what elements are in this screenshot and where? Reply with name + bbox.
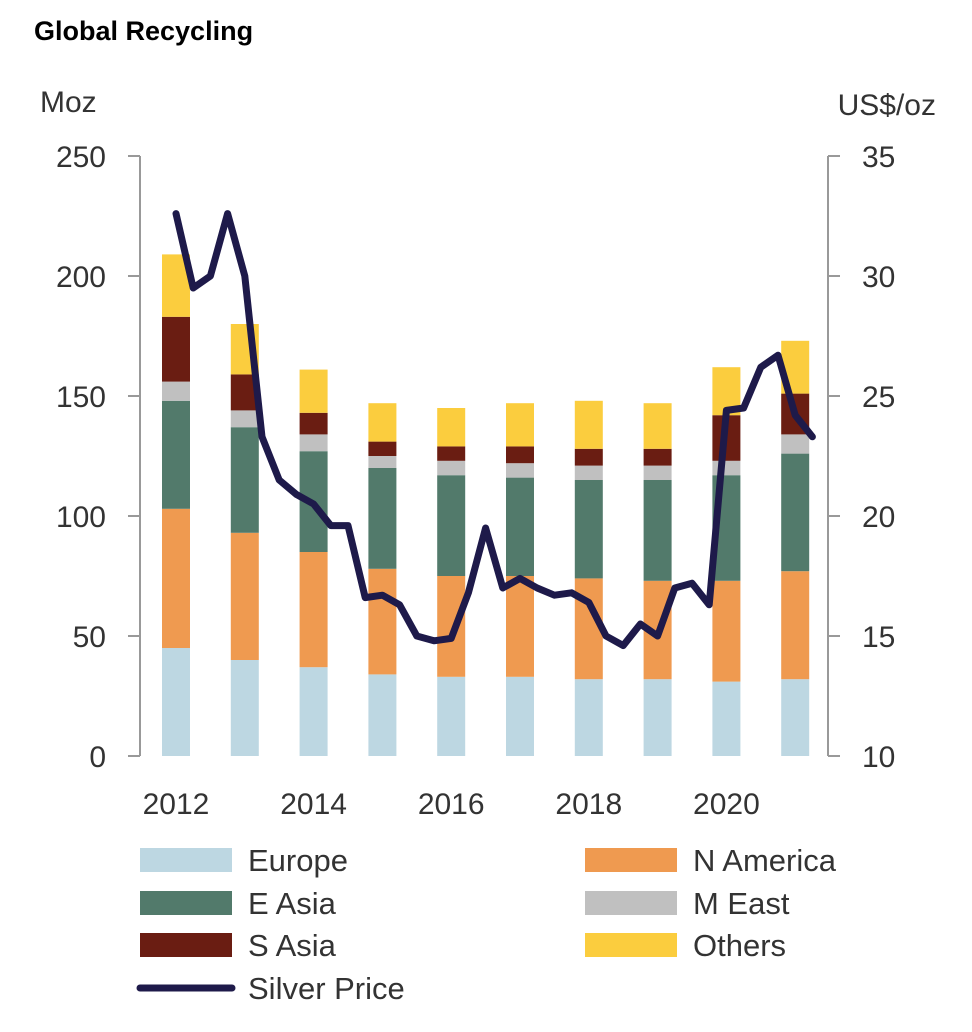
bar-m-east-2020 [712,460,741,476]
legend-label-s-asia: S Asia [248,928,337,963]
bar-europe-2014 [299,667,328,756]
bar-others-2015 [368,403,397,442]
right-axis-unit: US$/oz [838,89,936,122]
bar-others-2018 [574,400,603,449]
legend-label-m-east: M East [693,886,790,921]
bar-n-america-2014 [299,552,328,668]
bar-m-east-2013 [230,410,259,428]
bar-others-2014 [299,369,328,413]
left-tick-label: 150 [56,381,106,414]
bar-m-east-2016 [437,460,466,476]
bar-e-asia-2019 [643,480,672,581]
silver-price-line [172,210,816,650]
left-tick-label: 100 [56,501,106,534]
ticks-group: 0 50 100 150 200 250 10 15 20 25 30 35 2012 2014 2016 2… [56,141,895,821]
bar-n-america-2013 [230,532,259,660]
right-tick-label: 15 [862,621,895,654]
legend-swatch-s-asia [140,933,232,957]
bar-n-america-2015 [368,568,397,675]
legend-swatch-e-asia [140,891,232,915]
bar-s-asia-2017 [506,446,534,464]
right-tick-label: 25 [862,381,895,414]
bar-others-2016 [437,408,466,447]
right-tick-label: 35 [862,141,895,174]
bar-europe-2019 [643,679,672,756]
right-tick-label: 10 [862,741,895,774]
legend-swatch-m-east [585,891,677,915]
legend: Europe N America E Asia M East S Asia Others S… [136,843,837,1006]
bar-n-america-2017 [506,576,534,677]
bar-europe-2017 [506,676,534,756]
bar-m-east-2019 [643,465,672,480]
bar-europe-2018 [574,679,603,756]
x-tick-label: 2018 [555,788,622,821]
bar-europe-2016 [437,676,466,756]
legend-swatch-europe [140,848,232,872]
bar-m-east-2018 [574,465,603,480]
right-tick-label: 30 [862,261,895,294]
bar-s-asia-2016 [437,446,466,461]
silver-price-line-group [172,210,816,650]
bar-e-asia-2012 [162,400,190,509]
legend-label-silver-price: Silver Price [248,971,405,1006]
bar-europe-2021 [781,679,810,756]
left-tick-label: 250 [56,141,106,174]
bar-s-asia-2015 [368,441,397,456]
bar-n-america-2016 [437,576,466,677]
left-tick-label: 0 [89,741,106,774]
legend-label-others: Others [693,928,786,963]
axes: Moz US$/oz [40,86,936,756]
left-tick-label: 200 [56,261,106,294]
chart-title: Global Recycling [34,16,254,46]
bar-m-east-2021 [781,434,810,454]
bar-europe-2020 [712,681,741,756]
bar-e-asia-2015 [368,468,397,569]
legend-label-n-america: N America [693,843,837,878]
bar-s-asia-2018 [574,448,603,466]
left-tick-label: 50 [73,621,106,654]
left-axis-unit: Moz [40,86,97,119]
bar-m-east-2012 [162,381,190,401]
x-tick-label: 2020 [693,788,760,821]
x-tick-label: 2012 [143,788,210,821]
bar-m-east-2017 [506,463,534,478]
right-tick-label: 20 [862,501,895,534]
bar-europe-2013 [230,660,259,756]
bar-n-america-2021 [781,571,810,680]
bar-europe-2012 [162,648,190,756]
bar-n-america-2012 [162,508,190,648]
bar-e-asia-2018 [574,480,603,579]
bar-europe-2015 [368,674,397,756]
bar-m-east-2015 [368,456,397,468]
bar-e-asia-2017 [506,477,534,576]
bar-e-asia-2013 [230,427,259,533]
x-tick-label: 2016 [418,788,485,821]
legend-swatch-others [585,933,677,957]
bar-s-asia-2014 [299,412,328,435]
bar-others-2017 [506,403,534,447]
bar-others-2019 [643,403,672,449]
bar-s-asia-2012 [162,316,190,382]
bar-n-america-2020 [712,580,741,682]
bar-e-asia-2016 [437,475,466,576]
x-tick-label: 2014 [280,788,347,821]
bar-s-asia-2019 [643,448,672,466]
legend-swatch-n-america [585,848,677,872]
legend-label-europe: Europe [248,843,348,878]
legend-label-e-asia: E Asia [248,886,337,921]
bar-m-east-2014 [299,434,328,452]
bars-group [162,254,810,756]
bar-e-asia-2021 [781,453,810,572]
